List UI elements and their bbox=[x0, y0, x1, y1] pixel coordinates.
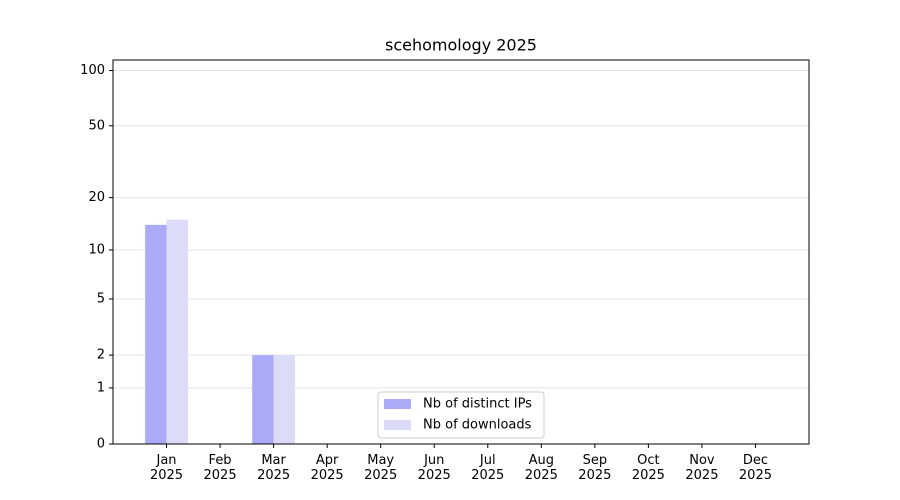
legend-swatch bbox=[384, 420, 411, 430]
x-tick-label: Jun 2025 bbox=[417, 453, 451, 483]
x-tick-label: Mar 2025 bbox=[257, 453, 291, 483]
y-tick-label: 20 bbox=[88, 190, 105, 205]
plot-frame bbox=[112, 59, 810, 445]
bar bbox=[145, 224, 167, 444]
y-tick-label: 10 bbox=[88, 242, 105, 257]
y-tick-label: 5 bbox=[97, 291, 105, 306]
x-tick-label: Sep 2025 bbox=[578, 453, 612, 483]
x-tick-label: Feb 2025 bbox=[203, 453, 237, 483]
y-tick-label: 1 bbox=[97, 380, 105, 395]
x-tick-label: Jan 2025 bbox=[149, 453, 184, 483]
bar bbox=[166, 219, 188, 444]
legend-box bbox=[377, 391, 545, 439]
y-tick-label: 2 bbox=[97, 348, 105, 363]
x-tick-label: Aug 2025 bbox=[524, 453, 558, 483]
x-tick-label: May 2025 bbox=[364, 453, 398, 483]
y-tick-label: 50 bbox=[88, 118, 105, 133]
legend-swatch bbox=[384, 399, 411, 409]
legend-label: Nb of downloads bbox=[423, 418, 532, 433]
x-tick-label: Apr 2025 bbox=[310, 453, 344, 483]
chart-title: scehomology 2025 bbox=[385, 36, 537, 55]
x-tick-label: Nov 2025 bbox=[685, 453, 719, 483]
bar bbox=[252, 355, 274, 444]
x-tick-label: Oct 2025 bbox=[631, 453, 665, 483]
y-tick-label: 0 bbox=[97, 437, 105, 452]
legend-label: Nb of distinct IPs bbox=[423, 397, 532, 412]
x-tick-label: Jul 2025 bbox=[471, 453, 505, 483]
bar bbox=[273, 355, 296, 444]
x-tick-label: Dec 2025 bbox=[738, 453, 772, 483]
y-tick-label: 100 bbox=[80, 63, 105, 78]
